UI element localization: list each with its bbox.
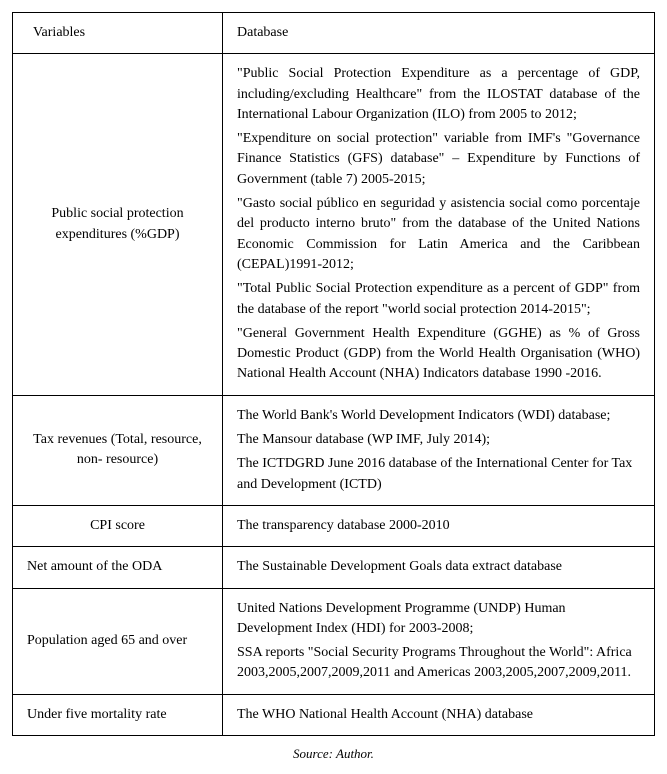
source-caption: Source: Author. [12,746,655,762]
table-header-row: Variables Database [13,13,655,54]
database-paragraph: "Expenditure on social protection" varia… [237,129,640,190]
database-paragraph: "Public Social Protection Expenditure as… [237,64,640,125]
variable-cell: Tax revenues (Total, resource, non- reso… [13,395,223,505]
database-paragraph: "Gasto social público en seguridad y asi… [237,194,640,275]
database-paragraph: United Nations Development Programme (UN… [237,599,640,640]
database-paragraph: The WHO National Health Account (NHA) da… [237,705,640,725]
database-paragraph: The Sustainable Development Goals data e… [237,557,640,577]
database-paragraph: The transparency database 2000-2010 [237,516,640,536]
variable-cell: Population aged 65 and over [13,588,223,694]
table-row: CPI score The transparency database 2000-… [13,505,655,546]
database-paragraph: The World Bank's World Development Indic… [237,406,640,426]
col-header-variables: Variables [13,13,223,54]
database-paragraph: The ICTDGRD June 2016 database of the In… [237,454,640,495]
variable-cell: Under five mortality rate [13,694,223,735]
variable-cell: Public social protection expenditures (%… [13,54,223,395]
variable-cell: Net amount of the ODA [13,547,223,588]
table-row: Tax revenues (Total, resource, non- reso… [13,395,655,505]
variables-database-table: Variables Database Public social protect… [12,12,655,736]
database-cell: United Nations Development Programme (UN… [223,588,655,694]
database-cell: The World Bank's World Development Indic… [223,395,655,505]
database-paragraph: SSA reports "Social Security Programs Th… [237,643,640,684]
database-cell: The transparency database 2000-2010 [223,505,655,546]
table-row: Public social protection expenditures (%… [13,54,655,395]
table-row: Net amount of the ODA The Sustainable Dev… [13,547,655,588]
database-paragraph: "Total Public Social Protection expendit… [237,279,640,320]
database-paragraph: "General Government Health Expenditure (… [237,324,640,385]
table-body: Public social protection expenditures (%… [13,54,655,736]
database-cell: The Sustainable Development Goals data e… [223,547,655,588]
database-cell: "Public Social Protection Expenditure as… [223,54,655,395]
database-paragraph: The Mansour database (WP IMF, July 2014)… [237,430,640,450]
table-row: Population aged 65 and over United Nation… [13,588,655,694]
database-cell: The WHO National Health Account (NHA) da… [223,694,655,735]
variable-cell: CPI score [13,505,223,546]
table-row: Under five mortality rate The WHO Nationa… [13,694,655,735]
col-header-database: Database [223,13,655,54]
